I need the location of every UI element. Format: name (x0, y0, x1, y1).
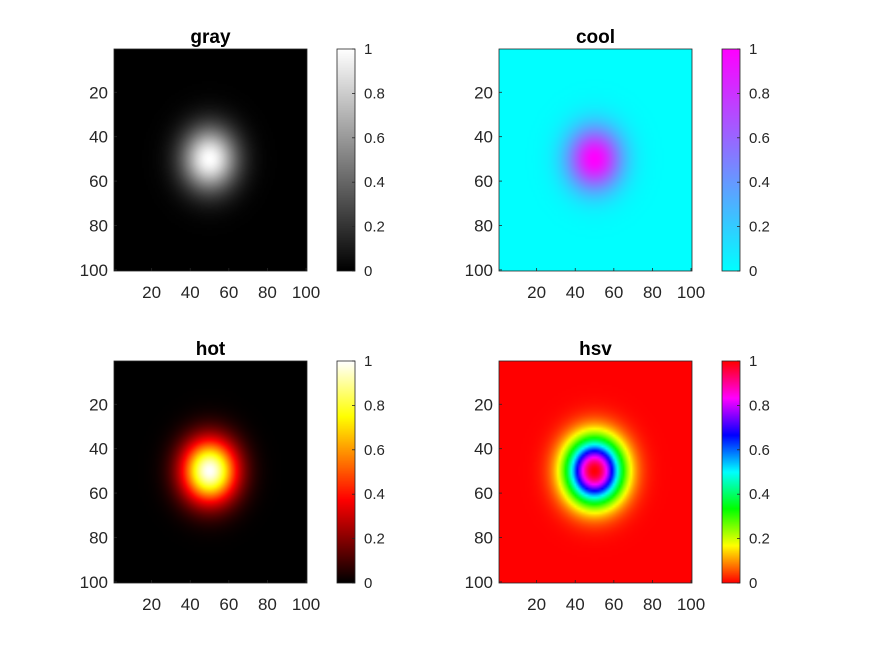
colorbar-tick-label: 0.2 (364, 531, 385, 548)
x-tick-label: 80 (258, 283, 277, 302)
x-tick-label: 40 (181, 595, 200, 614)
y-tick-label: 60 (89, 484, 108, 503)
axes-frame (113, 48, 308, 272)
colorbar-frame (336, 360, 356, 584)
y-tick-label: 80 (89, 528, 108, 547)
y-tick-label: 40 (89, 128, 108, 147)
colorbar-frame (721, 360, 741, 584)
heatmap-image (114, 361, 307, 583)
y-tick-label: 60 (89, 172, 108, 191)
y-tick-label: 40 (89, 440, 108, 459)
x-tick-label: 20 (142, 283, 161, 302)
colorbar-tick-label: 0.8 (364, 85, 385, 102)
colorbar-tick-label: 1 (364, 353, 372, 370)
y-tick-label: 20 (89, 395, 108, 414)
colorbar-tick-label: 0.6 (364, 442, 385, 459)
colorbar-tick-label: 0 (364, 575, 372, 592)
colorbar-tick-label: 1 (749, 41, 757, 58)
colorbar-frame (721, 48, 741, 272)
colorbar-tick-label: 0.4 (749, 486, 770, 503)
colorbar-tick-label: 0.6 (749, 130, 770, 147)
y-tick-label: 100 (465, 261, 493, 280)
x-tick-label: 20 (527, 283, 546, 302)
x-tick-label: 20 (527, 595, 546, 614)
colorbar-tick-label: 1 (749, 353, 757, 370)
colorbar-tick-label: 0 (749, 263, 757, 280)
y-tick-label: 80 (89, 216, 108, 235)
x-tick-label: 20 (142, 595, 161, 614)
x-tick-label: 80 (643, 283, 662, 302)
x-tick-label: 60 (604, 283, 623, 302)
subplot-title: hot (196, 339, 226, 360)
colorbar-tick-label: 0.4 (364, 174, 385, 191)
y-tick-label: 100 (80, 573, 108, 592)
colorbar-tick-label: 0 (749, 575, 757, 592)
subplot-hsv: hsv 20 40 60 80 100 20 40 60 80 100 0 0.2 0.4 0.6 0.8 1 (465, 339, 770, 614)
y-tick-label: 80 (474, 216, 493, 235)
x-tick-label: 60 (604, 595, 623, 614)
x-tick-label: 60 (219, 595, 238, 614)
y-tick-label: 100 (80, 261, 108, 280)
x-tick-label: 40 (566, 283, 585, 302)
axes-frame (498, 48, 693, 272)
heatmap-image (499, 49, 692, 271)
colorbar-tick-label: 0.6 (749, 442, 770, 459)
x-tick-label: 100 (292, 595, 320, 614)
colorbar-gradient (722, 49, 740, 271)
x-tick-label: 100 (677, 595, 705, 614)
axes-frame (498, 360, 693, 584)
colorbar-tick-label: 0.6 (364, 130, 385, 147)
heatmap-image (114, 49, 307, 271)
subplot-cool: cool 20 40 60 80 100 20 40 60 80 100 0 0.2 0.4 0.6 0.8 1 (465, 27, 770, 302)
x-tick-label: 80 (258, 595, 277, 614)
colorbar-tick-label: 0.8 (749, 85, 770, 102)
y-tick-label: 60 (474, 172, 493, 191)
colorbar-tick-label: 0.2 (749, 531, 770, 548)
y-tick-label: 100 (465, 573, 493, 592)
x-tick-label: 100 (677, 283, 705, 302)
y-tick-label: 80 (474, 528, 493, 547)
y-tick-label: 40 (474, 128, 493, 147)
subplot-title: hsv (579, 339, 612, 360)
colorbar-tick-label: 0.4 (749, 174, 770, 191)
colorbar-tick-label: 1 (364, 41, 372, 58)
subplot-title: gray (190, 27, 231, 48)
colorbar-gradient (337, 361, 355, 583)
colorbar-tick-label: 0.2 (364, 219, 385, 236)
colorbar-gradient (722, 361, 740, 583)
y-tick-label: 60 (474, 484, 493, 503)
heatmap-image (499, 361, 692, 583)
colorbar-tick-label: 0 (364, 263, 372, 280)
y-tick-label: 20 (474, 83, 493, 102)
x-tick-label: 80 (643, 595, 662, 614)
x-tick-label: 40 (566, 595, 585, 614)
colorbar-tick-label: 0.8 (749, 397, 770, 414)
subplot-title: cool (576, 27, 615, 48)
colorbar-tick-label: 0.4 (364, 486, 385, 503)
colorbar-frame (336, 48, 356, 272)
colorbar-gradient (337, 49, 355, 271)
x-tick-label: 100 (292, 283, 320, 302)
y-tick-label: 40 (474, 440, 493, 459)
y-tick-label: 20 (474, 395, 493, 414)
subplot-hot: hot 20 40 60 80 100 20 40 60 80 100 0 0.2 0.4 0.6 0.8 1 (80, 339, 385, 614)
x-tick-label: 60 (219, 283, 238, 302)
colorbar-tick-label: 0.8 (364, 397, 385, 414)
axes-frame (113, 360, 308, 584)
x-tick-label: 40 (181, 283, 200, 302)
colorbar-tick-label: 0.2 (749, 219, 770, 236)
y-tick-label: 20 (89, 83, 108, 102)
subplot-gray: gray 20 40 60 80 100 20 40 60 80 100 0 0.2 0.4 0.6 0.8 1 (80, 27, 385, 302)
